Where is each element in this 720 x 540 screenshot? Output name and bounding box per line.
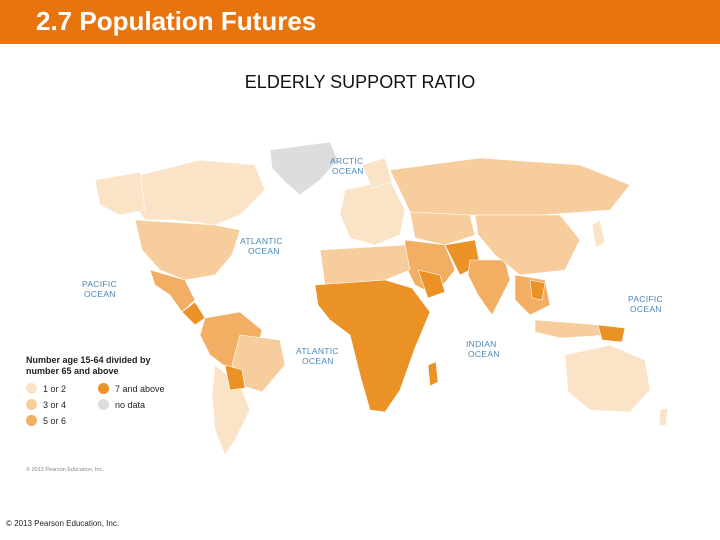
ocean-label-atlantic-south: ATLANTIC	[296, 346, 339, 356]
region-arabian-peninsula	[417, 269, 446, 299]
legend-swatch	[98, 399, 109, 410]
ocean-label-arctic-2: OCEAN	[332, 166, 364, 176]
map-legend: Number age 15-64 divided by number 65 an…	[26, 355, 186, 426]
legend-swatch	[26, 383, 37, 394]
ocean-label-arctic: ARCTIC	[330, 156, 363, 166]
legend-label: 3 or 4	[43, 399, 67, 410]
region-indonesia	[534, 319, 611, 339]
ocean-label-pacific-west: PACIFIC	[628, 294, 663, 304]
legend-label: 7 and above	[115, 383, 165, 394]
ocean-label-pacific-west-2: OCEAN	[630, 304, 662, 314]
legend-title: Number age 15-64 divided by number 65 an…	[26, 355, 151, 376]
region-brazil	[231, 334, 286, 393]
ocean-label-indian: INDIAN	[466, 339, 497, 349]
title-bar: 2.7 Population Futures	[0, 0, 720, 44]
region-india	[467, 259, 511, 316]
region-alaska	[94, 171, 146, 216]
legend-swatch	[98, 383, 109, 394]
region-sub-saharan-africa	[314, 279, 431, 413]
region-papua	[597, 324, 626, 343]
map-copyright: © 2013 Pearson Education, Inc.	[26, 467, 104, 473]
legend-swatch	[26, 415, 37, 426]
map-title: ELDERLY SUPPORT RATIO	[244, 72, 476, 92]
ocean-label-pacific-east-2: OCEAN	[84, 289, 116, 299]
legend-item: no data	[98, 399, 178, 410]
legend-item: 1 or 2	[26, 383, 98, 394]
legend-swatch	[26, 399, 37, 410]
ocean-label-indian-2: OCEAN	[468, 349, 500, 359]
region-north-africa	[319, 244, 411, 286]
region-new-zealand	[658, 407, 669, 427]
legend-label: no data	[115, 399, 146, 410]
legend-item: 7 and above	[98, 383, 178, 394]
region-japan	[591, 219, 606, 249]
region-scandinavia	[361, 157, 393, 189]
region-china	[474, 214, 581, 276]
legend-label: 5 or 6	[43, 415, 67, 426]
region-bolivia	[224, 364, 246, 391]
ocean-label-atlantic-north: ATLANTIC	[240, 236, 283, 246]
region-indochina	[529, 279, 546, 301]
region-greenland	[269, 141, 339, 196]
slide-title: 2.7 Population Futures	[36, 6, 317, 36]
ocean-label-atlantic-south-2: OCEAN	[302, 356, 334, 366]
ocean-label-pacific-east: PACIFIC	[82, 279, 117, 289]
legend-grid: 1 or 2 7 and above 3 or 4 no data 5 or 6	[26, 383, 186, 426]
region-russia	[389, 157, 631, 216]
region-australia	[564, 344, 651, 413]
region-europe	[339, 179, 406, 246]
ocean-label-atlantic-north-2: OCEAN	[248, 246, 280, 256]
world-map: ARCTIC OCEAN ATLANTIC OCEAN PACIFIC OCEA…	[82, 141, 669, 456]
footer-copyright: © 2013 Pearson Education, Inc.	[6, 519, 120, 528]
legend-item: 5 or 6	[26, 415, 98, 426]
region-canada	[129, 159, 266, 226]
region-madagascar	[427, 361, 439, 387]
region-usa	[134, 219, 241, 281]
legend-label: 1 or 2	[43, 383, 67, 394]
region-central-asia	[409, 211, 476, 246]
legend-item: 3 or 4	[26, 399, 98, 410]
